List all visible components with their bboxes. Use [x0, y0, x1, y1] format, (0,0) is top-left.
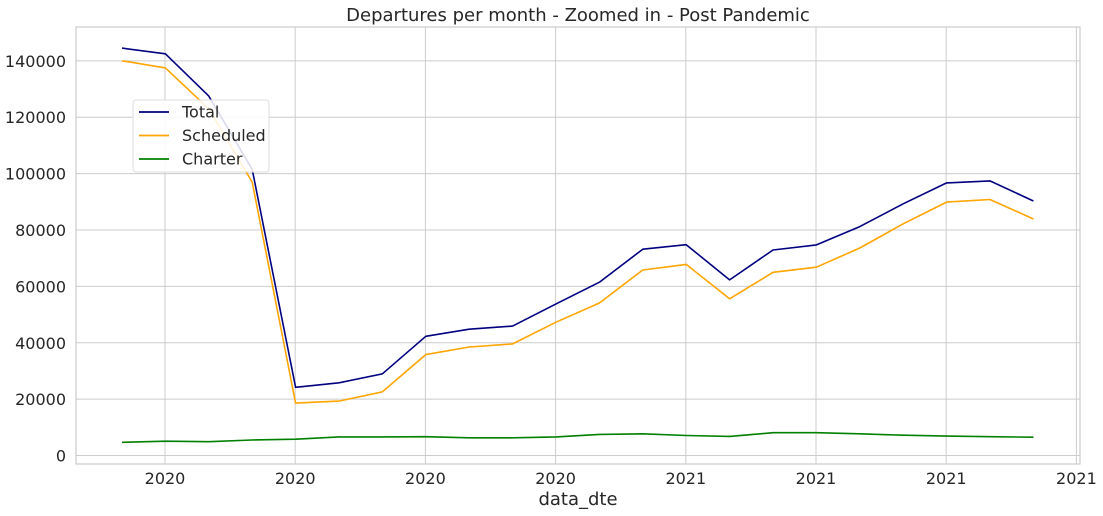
- legend: Total Scheduled Charter: [132, 99, 270, 173]
- y-tick-label: 20000: [15, 390, 66, 409]
- legend-box: [132, 99, 270, 173]
- y-tick-label: 40000: [15, 334, 66, 353]
- x-tick-label: 2021: [796, 469, 837, 488]
- x-tick-label: 2021: [665, 469, 706, 488]
- y-tick-label: 0: [56, 447, 66, 466]
- y-tick-label: 80000: [15, 221, 66, 240]
- chart-title: Departures per month - Zoomed in - Post …: [346, 5, 810, 26]
- x-tick-label: 2020: [405, 469, 446, 488]
- x-tick-label: 2021: [1056, 469, 1097, 488]
- legend-label-total: Total: [181, 103, 219, 122]
- x-tick-label: 2021: [926, 469, 967, 488]
- x-axis-label: data_dte: [538, 489, 617, 510]
- x-tick-label: 2020: [535, 469, 576, 488]
- y-tick-label: 60000: [15, 277, 66, 296]
- y-tick-label: 140000: [5, 52, 66, 71]
- y-tick-label: 100000: [5, 165, 66, 184]
- x-tick-label: 2020: [145, 469, 186, 488]
- plot-frame: [75, 26, 1081, 465]
- series-line-charter: [121, 431, 1034, 444]
- legend-label-scheduled: Scheduled: [182, 126, 266, 145]
- series-lines: [121, 47, 1034, 444]
- series-line-total: [121, 47, 1034, 389]
- gridlines: [76, 27, 1080, 464]
- series-line-scheduled: [121, 60, 1034, 404]
- y-axis-ticks: 0 20000 40000 60000 80000 100000 120000 140000: [5, 52, 66, 466]
- x-axis-ticks: 2020 2020 2020 2020 2021 2021 2021 2021: [145, 469, 1097, 488]
- legend-label-charter: Charter: [182, 150, 243, 169]
- y-tick-label: 120000: [5, 108, 66, 127]
- x-tick-label: 2020: [275, 469, 316, 488]
